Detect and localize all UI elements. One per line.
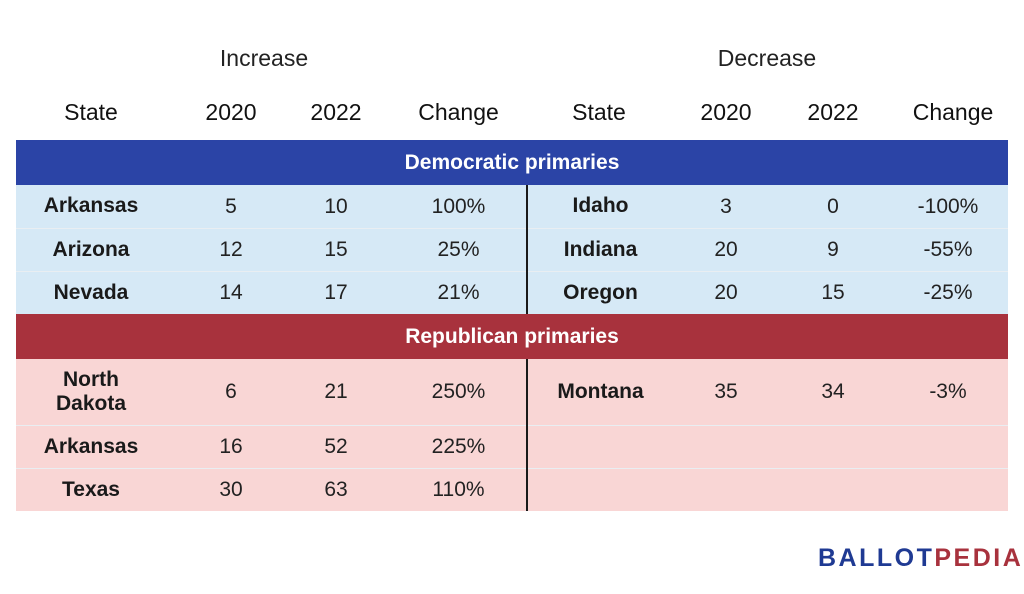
decrease-2020-cell: 20 (714, 281, 738, 304)
increase-2022-cell: 15 (324, 238, 348, 261)
increase-change-cell: 225% (431, 435, 486, 458)
increase-2020-cell: 14 (219, 281, 243, 304)
increase-group-header: Increase (219, 44, 309, 71)
increase-change-cell: 25% (437, 238, 480, 261)
results-table: Democratic primaries Arkansas 5 10 100% Idaho… (16, 140, 1008, 511)
decrease-state-cell: Montana (557, 379, 644, 403)
decrease-change-cell: -25% (923, 281, 973, 304)
republican-primaries-band: Republican primaries (16, 314, 1008, 359)
decrease-change-cell: -100% (917, 194, 979, 218)
increase-change-cell: 21% (437, 281, 480, 304)
increase-state-cell: Arizona (52, 237, 130, 261)
table-row: Arkansas 16 52 225% (16, 425, 1008, 468)
table-row: Arkansas 5 10 100% Idaho 3 0 -100% (16, 185, 1008, 228)
decrease-header-change: Change (912, 98, 994, 125)
increase-2020-cell: 5 (225, 194, 237, 218)
decrease-header-state: State (572, 98, 626, 125)
increase-state-cell: North Dakota (55, 367, 127, 415)
increase-2022-cell: 10 (324, 194, 348, 218)
increase-change-cell: 100% (431, 194, 486, 218)
table-row: Nevada 14 17 21% Oregon 20 15 -25% (16, 271, 1008, 314)
decrease-state-cell: Idaho (572, 194, 629, 218)
table-row: North Dakota 6 21 250% Montana 35 34 -3% (16, 359, 1008, 425)
column-header-row: State 2020 2022 Change State 2020 2022 Change (16, 92, 1008, 132)
increase-header-2020: 2020 (205, 98, 257, 125)
increase-2020-cell: 6 (225, 380, 237, 403)
decrease-2020-cell: 3 (720, 194, 732, 218)
decrease-2022-cell: 0 (827, 194, 839, 218)
decrease-change-cell: -3% (929, 380, 967, 403)
increase-2022-cell: 17 (324, 281, 348, 304)
column-divider (526, 185, 528, 314)
ballotpedia-logo: BALLOTPEDIA (818, 544, 1023, 573)
decrease-header-2020: 2020 (700, 98, 752, 125)
increase-header-2022: 2022 (310, 98, 362, 125)
increase-state-cell: Arkansas (43, 434, 139, 458)
increase-2020-cell: 12 (219, 238, 243, 261)
increase-header-state: State (64, 98, 118, 125)
democratic-rows: Arkansas 5 10 100% Idaho 3 0 -100% Arizona 12 15 25… (16, 185, 1008, 314)
increase-2022-cell: 63 (324, 478, 348, 501)
increase-2020-cell: 16 (219, 435, 243, 458)
logo-part-ballot: BALLOT (818, 544, 935, 572)
increase-2022-cell: 52 (324, 435, 348, 458)
increase-state-cell: Texas (62, 477, 120, 501)
logo-part-pedia: PEDIA (934, 544, 1024, 572)
democratic-primaries-band: Democratic primaries (16, 140, 1008, 185)
increase-header-change: Change (418, 98, 499, 125)
increase-state-cell: Nevada (53, 280, 129, 304)
increase-change-cell: 110% (432, 478, 485, 501)
republican-rows: North Dakota 6 21 250% Montana 35 34 -3% Arkansas… (16, 359, 1008, 511)
decrease-change-cell: -55% (923, 238, 973, 261)
increase-2022-cell: 21 (324, 380, 348, 403)
increase-change-cell: 250% (431, 380, 486, 403)
column-divider (526, 359, 528, 511)
decrease-state-cell: Indiana (563, 237, 638, 261)
table-row: Arizona 12 15 25% Indiana 20 9 -55% (16, 228, 1008, 271)
decrease-group-header: Decrease (717, 44, 817, 71)
decrease-2020-cell: 20 (714, 238, 738, 261)
decrease-2022-cell: 34 (821, 380, 845, 403)
increase-2020-cell: 30 (219, 478, 243, 501)
decrease-state-cell: Oregon (563, 280, 638, 304)
decrease-2020-cell: 35 (714, 380, 738, 403)
decrease-header-2022: 2022 (807, 98, 859, 125)
table-row: Texas 30 63 110% (16, 468, 1008, 511)
increase-state-cell: Arkansas (43, 194, 139, 218)
decrease-2022-cell: 9 (827, 238, 839, 261)
decrease-2022-cell: 15 (821, 281, 845, 304)
